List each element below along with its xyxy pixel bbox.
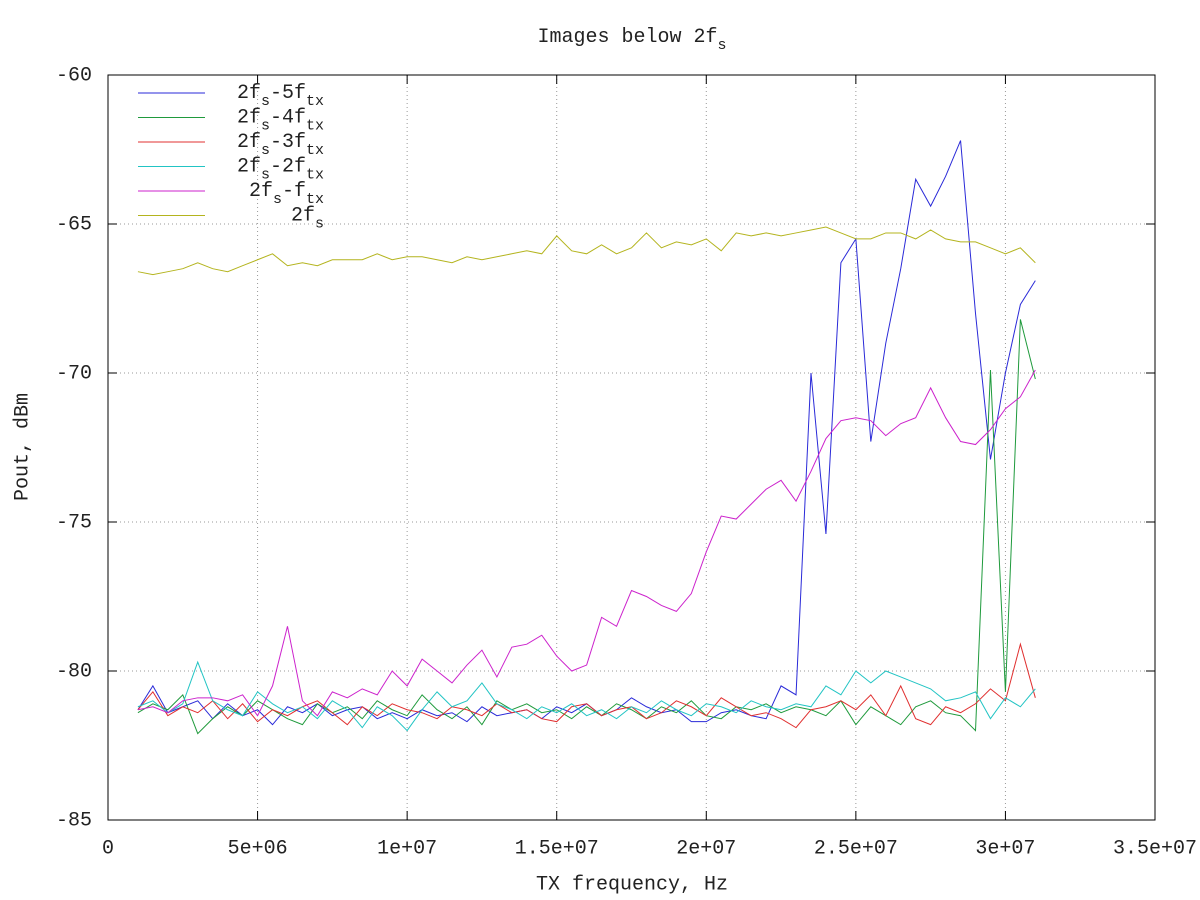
x-tick-label: 1e+07 [377, 837, 437, 860]
y-tick-label: -70 [56, 362, 92, 385]
x-tick-label: 2e+07 [676, 837, 736, 860]
y-tick-label: -85 [56, 809, 92, 832]
series-line [137, 369, 1036, 717]
x-tick-label: 3.5e+07 [1113, 837, 1197, 860]
legend-label: 2fs [291, 205, 324, 233]
legend-label: 2fs-4ftx [237, 107, 324, 135]
x-tick-label: 3e+07 [975, 837, 1035, 860]
x-tick-label: 5e+06 [228, 837, 288, 860]
series-line [137, 226, 1036, 276]
plot-border [107, 74, 1156, 821]
y-tick-label: -80 [56, 660, 92, 683]
y-tick-label: -60 [56, 64, 92, 87]
chart-title: Images below 2fs [537, 26, 726, 54]
legend-label: 2fs-5ftx [237, 82, 324, 110]
x-axis-label: TX frequency, Hz [536, 873, 728, 896]
y-axis-label: Pout, dBm [11, 393, 34, 501]
x-tick-label: 2.5e+07 [814, 837, 898, 860]
x-tick-label: 1.5e+07 [515, 837, 599, 860]
legend-label: 2fs-3ftx [237, 131, 324, 159]
series-line [137, 642, 1036, 729]
legend-label: 2fs-2ftx [237, 156, 324, 184]
legend-label: 2fs-ftx [249, 180, 324, 208]
series-line [137, 660, 1036, 732]
x-tick-label: 0 [102, 837, 114, 860]
y-tick-label: -65 [56, 213, 92, 236]
y-tick-label: -75 [56, 511, 92, 534]
